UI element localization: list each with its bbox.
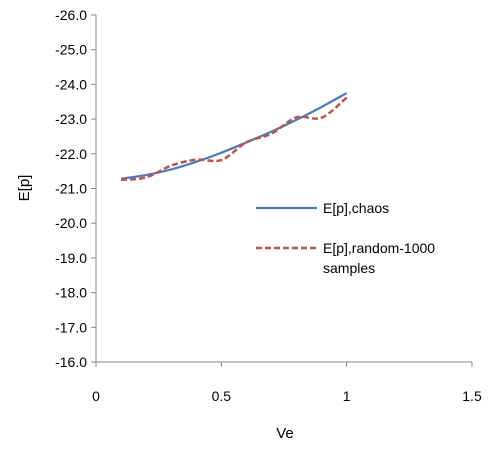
- y-tick-label: -20.0: [55, 215, 87, 231]
- y-tick-label: -23.0: [55, 111, 87, 127]
- legend-label-chaos: E[p],chaos: [323, 200, 389, 216]
- y-tick-label: -21.0: [55, 181, 87, 197]
- x-tick-label: 0.5: [212, 388, 232, 404]
- x-tick-label: 0: [92, 388, 100, 404]
- y-axis-title: E[p]: [16, 175, 33, 202]
- x-axis-title: Ve: [276, 425, 294, 442]
- series-lines: [120, 92, 348, 182]
- y-tick-label: -24.0: [55, 76, 87, 92]
- series-line-chaos: [120, 92, 348, 180]
- y-tick-label: -17.0: [55, 319, 87, 335]
- y-tick-label: -18.0: [55, 285, 87, 301]
- axes: -26.0 -25.0 -24.0 -23.0 -22.0 -21.0 -20.0 -19.0…: [55, 7, 482, 404]
- x-tick-label: 1.5: [462, 388, 482, 404]
- y-tick-label: -16.0: [55, 354, 87, 370]
- y-tick-label: -25.0: [55, 42, 87, 58]
- y-tick-label: -19.0: [55, 250, 87, 266]
- legend-label-random: E[p],random-1000 samples: [323, 240, 435, 276]
- series-line-random: [120, 96, 348, 182]
- legend: E[p],chaos E[p],random-1000 samples: [256, 200, 435, 276]
- x-tick-label: 1: [343, 388, 351, 404]
- y-tick-label: -22.0: [55, 146, 87, 162]
- y-tick-label: -26.0: [55, 7, 87, 23]
